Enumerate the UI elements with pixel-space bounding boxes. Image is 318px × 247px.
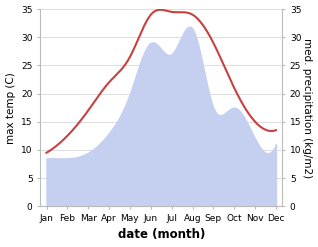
Y-axis label: med. precipitation (kg/m2): med. precipitation (kg/m2) xyxy=(302,38,313,178)
Y-axis label: max temp (C): max temp (C) xyxy=(5,72,16,144)
X-axis label: date (month): date (month) xyxy=(118,228,205,242)
